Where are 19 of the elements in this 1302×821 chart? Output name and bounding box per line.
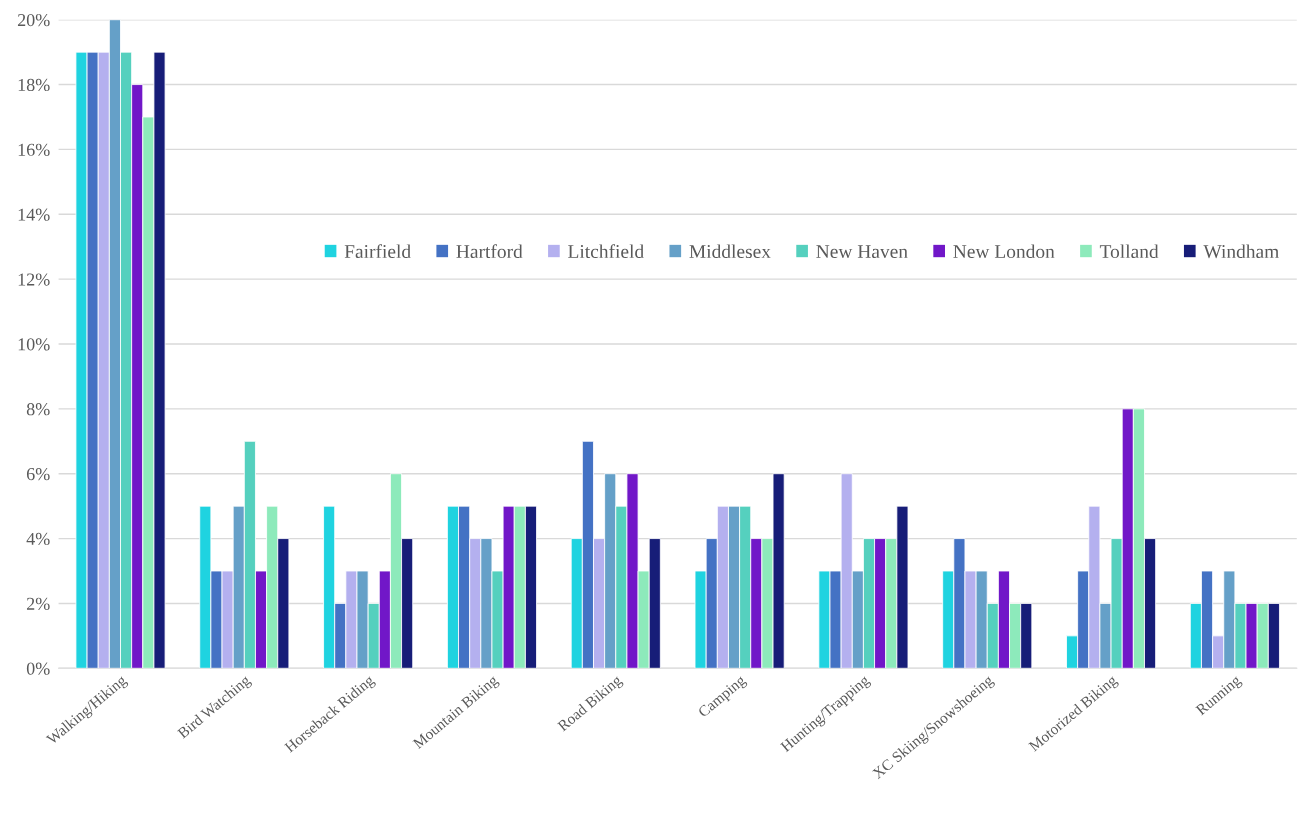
y-tick-label: 12% [18, 273, 50, 286]
y-tick-label: 18% [18, 78, 50, 92]
y-tick-label: 14% [18, 208, 50, 221]
legend-label: Hartford [456, 244, 523, 259]
legend-label: New Haven [816, 245, 908, 259]
y-tick-label: 16% [18, 143, 50, 156]
legend-label: New London [953, 244, 1055, 259]
y-tick-label: 0% [26, 662, 50, 675]
legend-label: Litchfield [568, 244, 644, 259]
legend-label: Fairfield [344, 244, 411, 259]
y-tick-label: 6% [26, 467, 50, 481]
y-tick-label: 8% [26, 403, 50, 416]
y-tick-label: 20% [17, 13, 50, 27]
legend-label: Middlesex [689, 244, 771, 259]
legend-label: Windham [1203, 244, 1279, 259]
y-tick-label: 10% [18, 338, 50, 351]
legend-label: Tolland [1099, 244, 1159, 259]
y-tick-label: 2% [26, 597, 50, 610]
y-tick-label: 4% [26, 532, 50, 546]
